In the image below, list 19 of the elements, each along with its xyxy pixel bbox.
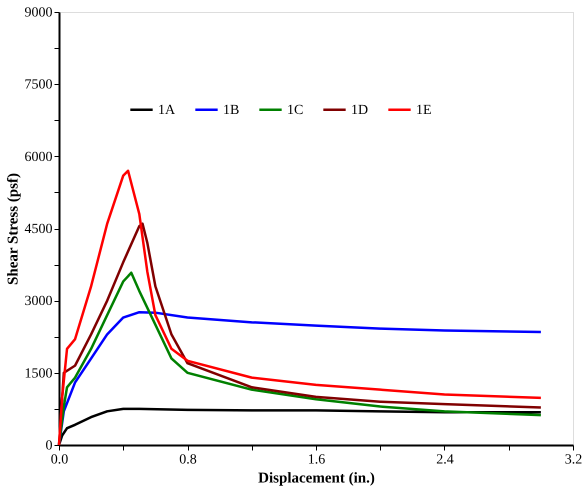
legend-label: 1D (351, 102, 368, 118)
x-tick-label: 3.2 (564, 452, 582, 468)
y-tick-label: 9000 (24, 6, 52, 20)
legend-label: 1C (287, 102, 304, 118)
x-tick-label: 2.4 (436, 452, 454, 468)
x-tick-label: 0.8 (179, 452, 197, 468)
y-axis-title: Shear Stress (psf) (6, 173, 22, 285)
legend-label: 1B (223, 102, 240, 118)
y-tick-label: 1500 (24, 366, 52, 382)
x-tick-label: 1.6 (308, 452, 326, 468)
y-tick-label: 6000 (24, 150, 52, 165)
y-tick-label: 0 (46, 438, 52, 454)
y-tick-label: 3000 (24, 294, 52, 310)
y-tick-label: 4500 (24, 222, 52, 237)
legend-label: 1A (158, 102, 176, 118)
x-tick-label: 0.0 (50, 452, 68, 468)
y-tick-label: 7500 (24, 78, 52, 93)
x-axis-title: Displacement (in.) (258, 470, 375, 486)
legend-label: 1E (416, 102, 432, 118)
